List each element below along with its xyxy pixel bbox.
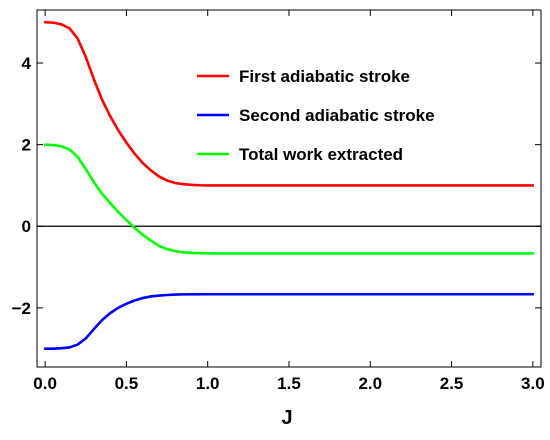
series-line-1 [43, 20, 535, 187]
legend-label: Total work extracted [239, 145, 403, 164]
series-lines [43, 20, 535, 350]
series-line-3 [43, 143, 535, 255]
x-tick-label: 0.0 [33, 374, 57, 393]
x-tick-label: 1.0 [196, 374, 220, 393]
plot-frame [36, 9, 542, 368]
axis-ticks: 0.0 0.5 1.0 1.5 2.0 2.5 3.0 −2 0 2 4 [12, 10, 545, 393]
y-tick-label: 0 [22, 217, 31, 236]
x-tick-label: 2.0 [358, 374, 382, 393]
series-line-2 [43, 292, 535, 350]
legend-label: First adiabatic stroke [239, 67, 410, 86]
y-tick-label: −2 [12, 299, 31, 318]
x-tick-label: 0.5 [115, 374, 139, 393]
x-tick-label: 3.0 [521, 374, 545, 393]
x-tick-label: 1.5 [277, 374, 301, 393]
x-tick-label: 2.5 [440, 374, 464, 393]
y-tick-label: 4 [22, 54, 32, 73]
plot-area [36, 9, 542, 368]
x-axis-title: J [281, 407, 292, 429]
y-tick-label: 2 [22, 136, 31, 155]
legend-label: Second adiabatic stroke [239, 106, 435, 125]
legend: First adiabatic stroke Second adiabatic s… [197, 67, 435, 164]
